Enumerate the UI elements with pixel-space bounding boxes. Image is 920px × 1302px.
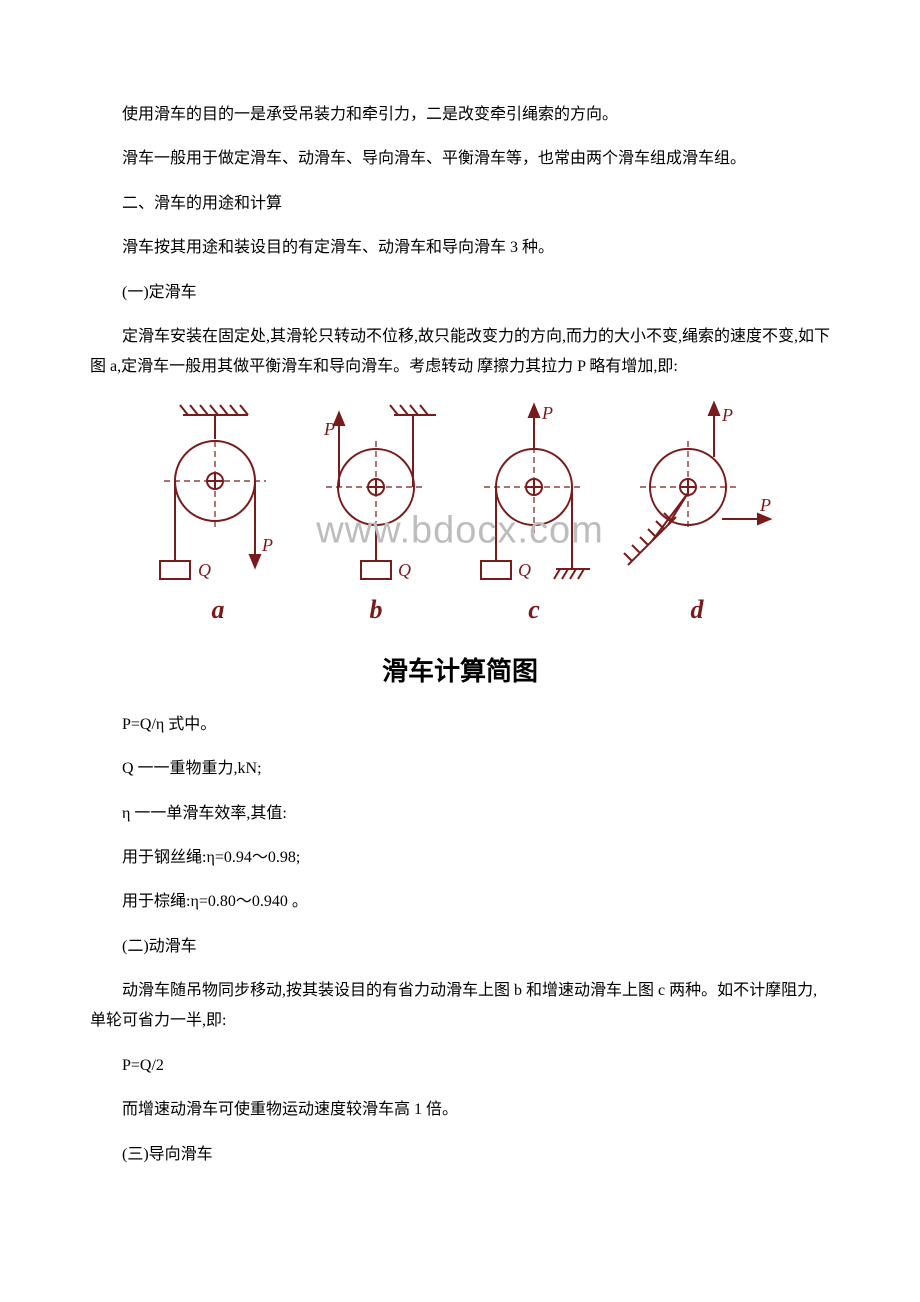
pulley-diagram: Q P a [90,401,830,625]
svg-text:P: P [759,495,771,515]
svg-text:Q: Q [198,560,211,580]
svg-text:P: P [323,419,335,439]
equation-line: 用于棕绳:η=0.80～0.940 。 [90,887,830,917]
equation-line: 用于钢丝绳:η=0.94～0.98; [90,843,830,873]
pulley-cell-b: P Q b [306,401,446,625]
pulley-svg-d: P P [622,401,772,591]
svg-text:Q: Q [518,560,531,580]
pulley-cell-c: P Q c [464,401,604,625]
pulley-svg-c: P Q [464,401,604,591]
svg-text:P: P [721,405,733,425]
pulley-label: a [212,595,225,625]
svg-text:P: P [541,403,553,423]
equation-line: P=Q/η 式中。 [90,710,830,740]
paragraph: 定滑车安装在固定处,其滑轮只转动不位移,故只能改变力的方向,而力的大小不变,绳索… [90,322,830,383]
subsection-heading: (三)导向滑车 [90,1140,830,1170]
svg-text:Q: Q [398,560,411,580]
pulley-row: Q P a [148,401,772,625]
pulley-svg-a: Q P [148,401,288,591]
paragraph: 滑车一般用于做定滑车、动滑车、导向滑车、平衡滑车等，也常由两个滑车组成滑车组。 [90,144,830,174]
subsection-heading: (一)定滑车 [90,278,830,308]
diagram-caption: 滑车计算简图 [90,651,830,688]
paragraph: 而增速动滑车可使重物运动速度较滑车高 1 倍。 [90,1095,830,1125]
pulley-label: c [528,595,540,625]
pulley-label: d [691,595,704,625]
equation-line: P=Q/2 [90,1051,830,1081]
pulley-cell-d: P P d [622,401,772,625]
subsection-heading: (二)动滑车 [90,932,830,962]
paragraph: 动滑车随吊物同步移动,按其装设目的有省力动滑车上图 b 和增速动滑车上图 c 两… [90,976,830,1037]
svg-text:P: P [261,535,273,555]
paragraph: 使用滑车的目的一是承受吊装力和牵引力，二是改变牵引绳索的方向。 [90,100,830,130]
pulley-label: b [370,595,383,625]
equation-line: η 一一单滑车效率,其值: [90,799,830,829]
equation-line: Q 一一重物重力,kN; [90,754,830,784]
pulley-cell-a: Q P a [148,401,288,625]
paragraph: 滑车按其用途和装设目的有定滑车、动滑车和导向滑车 3 种。 [90,233,830,263]
section-heading: 二、滑车的用途和计算 [90,189,830,219]
pulley-svg-b: P Q [306,401,446,591]
